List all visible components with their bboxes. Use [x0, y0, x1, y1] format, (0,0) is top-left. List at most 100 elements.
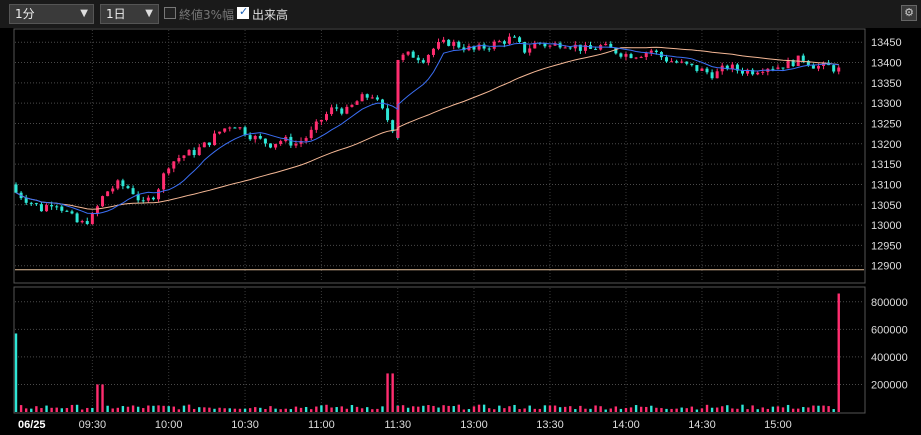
volume-bar	[50, 407, 53, 412]
candle-body	[649, 50, 653, 53]
volume-bar	[609, 408, 612, 412]
candle-body	[263, 138, 267, 144]
volume-bar	[136, 406, 140, 412]
volume-bar	[274, 408, 277, 412]
volume-bar	[218, 407, 221, 412]
volume-bar	[432, 405, 435, 412]
candle-body	[355, 101, 359, 105]
volume-checkbox[interactable]	[237, 5, 249, 19]
volume-bar	[634, 405, 638, 412]
candle-body	[192, 150, 196, 156]
candle-body	[391, 120, 395, 132]
volume-bar	[528, 405, 531, 412]
volume-bar	[203, 407, 206, 412]
volume-bar	[152, 405, 155, 412]
candle-body	[426, 54, 430, 63]
volume-bar	[111, 408, 114, 412]
volume-bar	[715, 407, 719, 412]
close-range-checkbox[interactable]	[164, 7, 176, 19]
volume-bar	[233, 408, 237, 412]
volume-bar	[213, 408, 216, 412]
volume-bar	[86, 407, 89, 412]
candle-body	[162, 173, 166, 190]
candle-body	[761, 71, 765, 73]
candle-body	[791, 60, 795, 67]
candle-body	[370, 97, 374, 99]
volume-bar	[812, 405, 815, 412]
candle-body	[452, 41, 456, 46]
candle-body	[314, 121, 318, 130]
volume-bar	[330, 407, 333, 412]
candle-body	[136, 194, 140, 201]
volume-bar	[827, 406, 830, 412]
volume-bar	[269, 406, 272, 412]
price-tick-label: 13200	[871, 139, 902, 151]
candle-body	[756, 72, 760, 75]
volume-bar	[751, 405, 754, 412]
volume-bar	[548, 405, 552, 412]
volume-bar	[710, 407, 714, 412]
volume-bar	[837, 293, 840, 412]
candle-body	[776, 67, 780, 69]
candle-body	[654, 50, 658, 53]
volume-bar	[116, 407, 119, 412]
candle-body	[375, 97, 379, 100]
volume-bar	[91, 407, 94, 412]
volume-bar	[35, 406, 38, 412]
candle-body	[735, 64, 739, 71]
interval-select[interactable]: 1分 ▼	[9, 4, 94, 24]
candle-body	[624, 54, 628, 57]
volume-bar	[629, 407, 633, 412]
volume-bar	[721, 406, 724, 412]
volume-bar	[538, 408, 542, 412]
candle-body	[14, 184, 18, 193]
volume-bar	[238, 408, 242, 412]
candle-body	[442, 39, 446, 42]
candle-body	[801, 55, 805, 61]
candle-body	[675, 61, 679, 63]
volume-bar	[157, 405, 160, 412]
candle-body	[832, 65, 836, 72]
volume-bar	[766, 408, 770, 412]
volume-bar	[355, 406, 359, 412]
volume-bar	[594, 405, 597, 412]
candle-body	[248, 135, 252, 140]
candle-body	[685, 61, 689, 64]
volume-bar	[248, 408, 252, 412]
volume-bar	[70, 404, 74, 412]
candle-body	[121, 180, 125, 187]
volume-bar	[756, 409, 759, 412]
candle-body	[380, 99, 384, 109]
candle-body	[146, 197, 150, 201]
candle-body	[837, 67, 841, 72]
candle-body	[548, 45, 552, 47]
volume-bar	[381, 406, 384, 412]
chevron-down-icon: ▼	[80, 8, 88, 19]
date-label: 06/25	[18, 419, 46, 431]
volume-bar	[304, 406, 308, 412]
volume-bar	[482, 404, 486, 412]
candle-body	[177, 158, 181, 162]
candle-body	[634, 57, 638, 59]
candle-body	[324, 114, 328, 120]
candle-body	[365, 94, 369, 98]
volume-bar	[162, 405, 165, 412]
candle-body	[172, 161, 176, 169]
candle-body	[816, 66, 820, 69]
volume-bar	[142, 408, 145, 412]
candle-body	[715, 71, 719, 79]
gear-icon[interactable]: ⚙	[901, 5, 917, 21]
candle-body	[806, 60, 810, 66]
candle-body	[131, 188, 135, 195]
chevron-down-icon: ▼	[145, 8, 153, 19]
period-select[interactable]: 1日 ▼	[100, 4, 159, 24]
volume-bar	[791, 408, 795, 412]
volume-bar	[660, 408, 663, 412]
candle-body	[45, 205, 49, 212]
volume-bar	[40, 408, 43, 412]
candle-body	[583, 45, 587, 51]
candle-body	[472, 46, 476, 50]
volume-bar	[340, 406, 343, 412]
volume-bar	[198, 407, 201, 412]
candle-body	[746, 69, 750, 74]
